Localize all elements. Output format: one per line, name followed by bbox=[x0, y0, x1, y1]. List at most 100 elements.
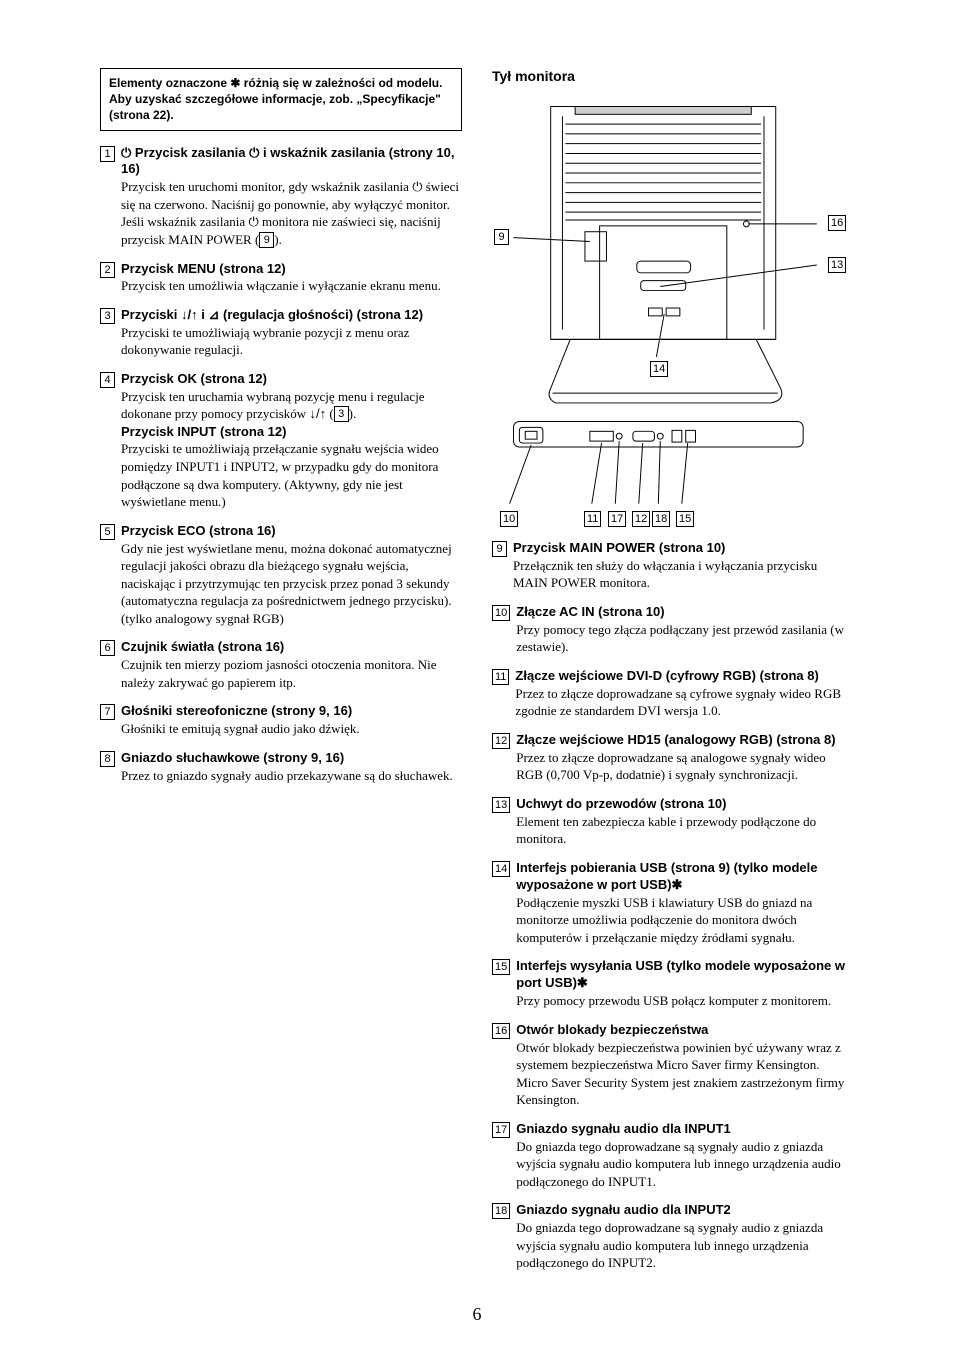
page-number: 6 bbox=[100, 1304, 854, 1325]
list-item: 1⏻ Przycisk zasilania ⏻ i wskaźnik zasil… bbox=[100, 145, 462, 249]
item-number: 5 bbox=[100, 523, 115, 628]
item-number: 8 bbox=[100, 750, 115, 784]
item-description: Przy pomocy przewodu USB połącz komputer… bbox=[516, 992, 854, 1010]
item-description: Przycisk ten uruchomi monitor, gdy wskaź… bbox=[121, 178, 462, 248]
item-title: Złącze wejściowe DVI-D (cyfrowy RGB) (st… bbox=[515, 668, 854, 685]
item-description: Przełącznik ten służy do włączania i wył… bbox=[513, 557, 854, 592]
item-title: Gniazdo sygnału audio dla INPUT1 bbox=[516, 1121, 854, 1138]
item-number: 12 bbox=[492, 732, 510, 784]
list-item: 3 Przyciski ↓/↑ i ⊿ (regulacja głośności)… bbox=[100, 307, 462, 359]
monitor-svg bbox=[492, 90, 854, 530]
item-description: Przycisk ten uruchamia wybraną pozycję m… bbox=[121, 388, 462, 511]
item-body: Przycisk ECO (strona 16)Gdy nie jest wyś… bbox=[121, 523, 462, 628]
callout-16: 16 bbox=[828, 214, 846, 232]
callout-17: 17 bbox=[608, 510, 626, 528]
item-number: 18 bbox=[492, 1202, 510, 1272]
item-body: Uchwyt do przewodów (strona 10)Element t… bbox=[516, 796, 854, 848]
list-item: 9Przycisk MAIN POWER (strona 10)Przełącz… bbox=[492, 540, 854, 592]
item-number: 9 bbox=[492, 540, 507, 592]
item-number: 13 bbox=[492, 796, 510, 848]
item-description: Do gniazda tego doprowadzane są sygnały … bbox=[516, 1138, 854, 1191]
item-description: Głośniki te emitują sygnał audio jako dź… bbox=[121, 720, 462, 738]
note-box: Elementy oznaczone ✱ różnią się w zależn… bbox=[100, 68, 462, 131]
list-item: 15Interfejs wysyłania USB (tylko modele … bbox=[492, 958, 854, 1009]
callout-18: 18 bbox=[652, 510, 670, 528]
item-description: Przycisk ten umożliwia włączanie i wyłąc… bbox=[121, 277, 462, 295]
item-title: Głośniki stereofoniczne (strony 9, 16) bbox=[121, 703, 462, 720]
item-description: Przez to gniazdo sygnały audio przekazyw… bbox=[121, 767, 462, 785]
callout-15: 15 bbox=[676, 510, 694, 528]
list-item: 10Złącze AC IN (strona 10)Przy pomocy te… bbox=[492, 604, 854, 656]
list-item: 16Otwór blokady bezpieczeństwaOtwór blok… bbox=[492, 1022, 854, 1109]
item-title: Przycisk MAIN POWER (strona 10) bbox=[513, 540, 854, 557]
item-description: Otwór blokady bezpieczeństwa powinien by… bbox=[516, 1039, 854, 1109]
item-title: Interfejs wysyłania USB (tylko modele wy… bbox=[516, 958, 854, 992]
right-list: 9Przycisk MAIN POWER (strona 10)Przełącz… bbox=[492, 540, 854, 1272]
callout-9: 9 bbox=[494, 228, 509, 246]
right-column: Tył monitora bbox=[492, 68, 854, 1284]
item-body: Gniazdo słuchawkowe (strony 9, 16)Przez … bbox=[121, 750, 462, 784]
item-title: Interfejs pobierania USB (strona 9) (tyl… bbox=[516, 860, 854, 894]
left-list: 1⏻ Przycisk zasilania ⏻ i wskaźnik zasil… bbox=[100, 145, 462, 785]
list-item: 11 Złącze wejściowe DVI-D (cyfrowy RGB) (… bbox=[492, 668, 854, 720]
item-title: Przyciski ↓/↑ i ⊿ (regulacja głośności) … bbox=[121, 307, 462, 324]
item-body: Gniazdo sygnału audio dla INPUT2Do gniaz… bbox=[516, 1202, 854, 1272]
item-title: ⏻ Przycisk zasilania ⏻ i wskaźnik zasila… bbox=[121, 145, 462, 179]
list-item: 17Gniazdo sygnału audio dla INPUT1Do gni… bbox=[492, 1121, 854, 1191]
item-body: Złącze wejściowe DVI-D (cyfrowy RGB) (st… bbox=[515, 668, 854, 720]
list-item: 18Gniazdo sygnału audio dla INPUT2Do gni… bbox=[492, 1202, 854, 1272]
item-title: Złącze AC IN (strona 10) bbox=[516, 604, 854, 621]
page-columns: Elementy oznaczone ✱ różnią się w zależn… bbox=[100, 68, 854, 1284]
item-description: Do gniazda tego doprowadzane są sygnały … bbox=[516, 1219, 854, 1272]
item-body: Interfejs pobierania USB (strona 9) (tyl… bbox=[516, 860, 854, 946]
item-body: Przycisk OK (strona 12)Przycisk ten uruc… bbox=[121, 371, 462, 511]
item-title: Gniazdo sygnału audio dla INPUT2 bbox=[516, 1202, 854, 1219]
item-body: Przyciski ↓/↑ i ⊿ (regulacja głośności) … bbox=[121, 307, 462, 359]
left-column: Elementy oznaczone ✱ różnią się w zależn… bbox=[100, 68, 462, 1284]
item-body: Otwór blokady bezpieczeństwaOtwór blokad… bbox=[516, 1022, 854, 1109]
item-title: Przycisk MENU (strona 12) bbox=[121, 261, 462, 278]
item-title: Gniazdo słuchawkowe (strony 9, 16) bbox=[121, 750, 462, 767]
item-description: Przy pomocy tego złącza podłączany jest … bbox=[516, 621, 854, 656]
list-item: 8Gniazdo słuchawkowe (strony 9, 16)Przez… bbox=[100, 750, 462, 784]
item-number: 14 bbox=[492, 860, 510, 946]
diagram-title: Tył monitora bbox=[492, 68, 854, 84]
item-body: Głośniki stereofoniczne (strony 9, 16)Gł… bbox=[121, 703, 462, 737]
list-item: 2Przycisk MENU (strona 12)Przycisk ten u… bbox=[100, 261, 462, 295]
item-number: 7 bbox=[100, 703, 115, 737]
item-title: Otwór blokady bezpieczeństwa bbox=[516, 1022, 854, 1039]
callout-13: 13 bbox=[828, 256, 846, 274]
callout-12: 12 bbox=[632, 510, 650, 528]
list-item: 4Przycisk OK (strona 12)Przycisk ten uru… bbox=[100, 371, 462, 511]
item-title: Czujnik światła (strona 16) bbox=[121, 639, 462, 656]
item-number: 11 bbox=[492, 668, 509, 720]
item-body: Gniazdo sygnału audio dla INPUT1Do gniaz… bbox=[516, 1121, 854, 1191]
item-description: Czujnik ten mierzy poziom jasności otocz… bbox=[121, 656, 462, 691]
item-description: Gdy nie jest wyświetlane menu, można dok… bbox=[121, 540, 462, 628]
item-title: Przycisk OK (strona 12) bbox=[121, 371, 462, 388]
item-body: ⏻ Przycisk zasilania ⏻ i wskaźnik zasila… bbox=[121, 145, 462, 249]
item-title: Przycisk ECO (strona 16) bbox=[121, 523, 462, 540]
item-number: 4 bbox=[100, 371, 115, 511]
callout-11: 11 bbox=[584, 510, 601, 528]
item-body: Przycisk MENU (strona 12)Przycisk ten um… bbox=[121, 261, 462, 295]
item-title: Złącze wejściowe HD15 (analogowy RGB) (s… bbox=[516, 732, 854, 749]
list-item: 7Głośniki stereofoniczne (strony 9, 16)G… bbox=[100, 703, 462, 737]
item-body: Złącze wejściowe HD15 (analogowy RGB) (s… bbox=[516, 732, 854, 784]
item-description: Przez to złącze doprowadzane są cyfrowe … bbox=[515, 685, 854, 720]
list-item: 12 Złącze wejściowe HD15 (analogowy RGB) … bbox=[492, 732, 854, 784]
item-number: 6 bbox=[100, 639, 115, 691]
item-description: Podłączenie myszki USB i klawiatury USB … bbox=[516, 894, 854, 947]
item-body: Czujnik światła (strona 16)Czujnik ten m… bbox=[121, 639, 462, 691]
item-number: 3 bbox=[100, 307, 115, 359]
callout-10: 10 bbox=[500, 510, 518, 528]
item-number: 1 bbox=[100, 145, 115, 249]
item-body: Przycisk MAIN POWER (strona 10)Przełączn… bbox=[513, 540, 854, 592]
list-item: 14Interfejs pobierania USB (strona 9) (t… bbox=[492, 860, 854, 946]
callout-14: 14 bbox=[650, 360, 668, 378]
item-number: 10 bbox=[492, 604, 510, 656]
item-description: Przez to złącze doprowadzane są analogow… bbox=[516, 749, 854, 784]
item-title: Uchwyt do przewodów (strona 10) bbox=[516, 796, 854, 813]
item-body: Złącze AC IN (strona 10)Przy pomocy tego… bbox=[516, 604, 854, 656]
item-number: 2 bbox=[100, 261, 115, 295]
